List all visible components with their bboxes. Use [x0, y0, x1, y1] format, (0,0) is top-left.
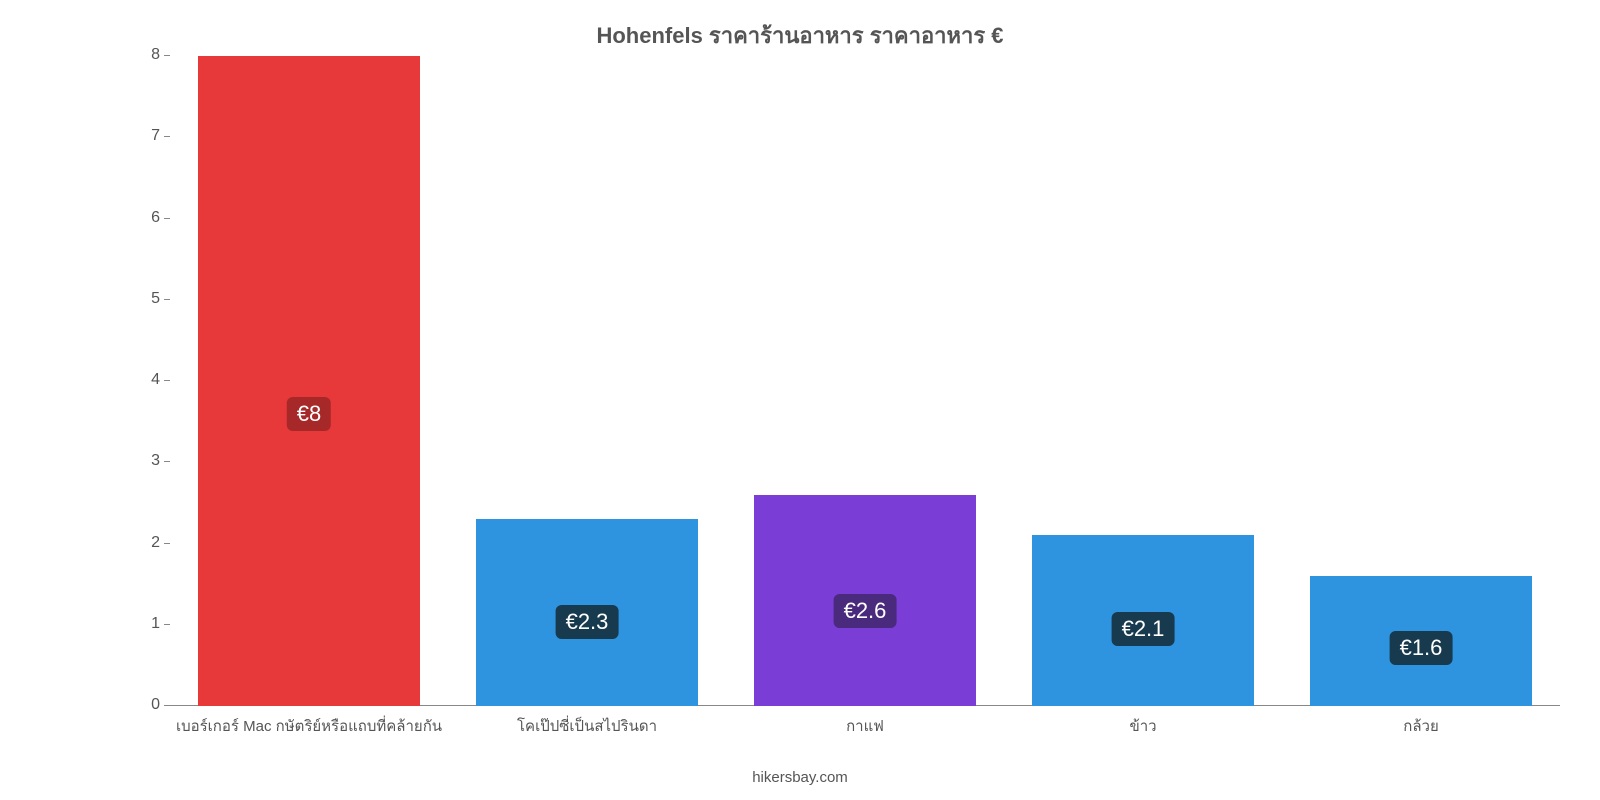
y-tick-mark	[164, 218, 170, 219]
footer-credit: hikersbay.com	[0, 769, 1600, 786]
y-tick-mark	[164, 136, 170, 137]
x-axis-label: เบอร์เกอร์ Mac กษัตริย์หรือแถบที่คล้ายกั…	[176, 714, 442, 738]
x-axis-label: โคเป๊ปซี่เป็นสไปรินดา	[517, 714, 657, 738]
bar-value-badge: €2.3	[556, 605, 619, 639]
x-axis-label: กาแฟ	[846, 714, 884, 738]
y-tick-label: 6	[151, 209, 160, 227]
y-tick-label: 2	[151, 534, 160, 552]
y-tick-label: 7	[151, 127, 160, 145]
chart-container: Hohenfels ราคาร้านอาหาร ราคาอาหาร € 0123…	[0, 0, 1600, 800]
y-tick-label: 5	[151, 290, 160, 308]
y-tick-label: 8	[151, 46, 160, 64]
x-axis-label: ข้าว	[1129, 714, 1156, 738]
y-tick-label: 3	[151, 452, 160, 470]
y-tick-mark	[164, 461, 170, 462]
y-tick-mark	[164, 380, 170, 381]
bar-value-badge: €1.6	[1390, 631, 1453, 665]
bar-value-badge: €8	[287, 397, 331, 431]
chart-title: Hohenfels ราคาร้านอาหาร ราคาอาหาร €	[0, 18, 1600, 53]
y-tick-mark	[164, 705, 170, 706]
y-tick-mark	[164, 299, 170, 300]
y-tick-label: 4	[151, 371, 160, 389]
y-tick-label: 0	[151, 696, 160, 714]
bar	[198, 56, 420, 706]
y-tick-mark	[164, 624, 170, 625]
y-tick-mark	[164, 55, 170, 56]
bar-value-badge: €2.6	[834, 594, 897, 628]
bar-value-badge: €2.1	[1112, 612, 1175, 646]
plot-area: 012345678เบอร์เกอร์ Mac กษัตริย์หรือแถบท…	[170, 56, 1560, 706]
x-axis-label: กล้วย	[1403, 714, 1439, 738]
y-tick-mark	[164, 543, 170, 544]
y-tick-label: 1	[151, 615, 160, 633]
